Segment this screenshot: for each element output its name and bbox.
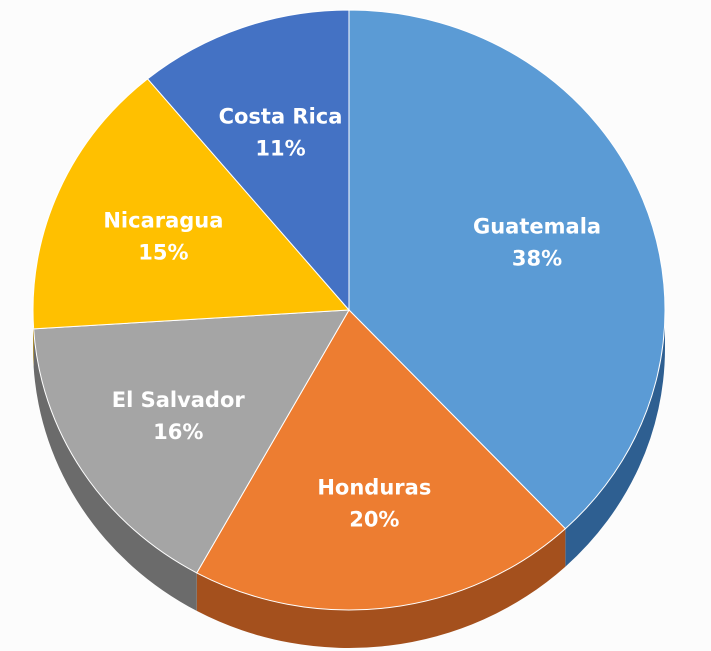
pie-label-nicaragua: Nicaragua xyxy=(103,209,223,233)
pie-label-guatemala: Guatemala xyxy=(473,214,601,238)
pie-label-el-salvador: El Salvador xyxy=(112,388,246,412)
pie-side-el-salvador xyxy=(33,328,197,611)
pie-percent-honduras: 20% xyxy=(349,507,399,531)
pie-slices xyxy=(32,9,666,611)
pie-side-guatemala xyxy=(565,310,665,567)
pie-percent-nicaragua: 15% xyxy=(138,241,188,265)
pie-label-honduras: Honduras xyxy=(317,475,431,499)
pie-slice-el-salvador xyxy=(33,309,350,574)
pie-labels: Guatemala 38% Honduras 20% El Salvador 16% Nic… xyxy=(103,104,601,531)
pie-slice-guatemala xyxy=(348,9,666,530)
pie-slice-nicaragua xyxy=(32,78,351,330)
pie-percent-costa-rica: 11% xyxy=(255,136,305,160)
pie-slice-honduras xyxy=(196,309,567,611)
pie-percent-el-salvador: 16% xyxy=(153,420,203,444)
pie-percent-guatemala: 38% xyxy=(512,246,562,270)
pie-slice-costa-rica xyxy=(146,9,350,312)
pie-label-costa-rica: Costa Rica xyxy=(219,104,343,128)
pie-side-honduras xyxy=(196,528,566,648)
